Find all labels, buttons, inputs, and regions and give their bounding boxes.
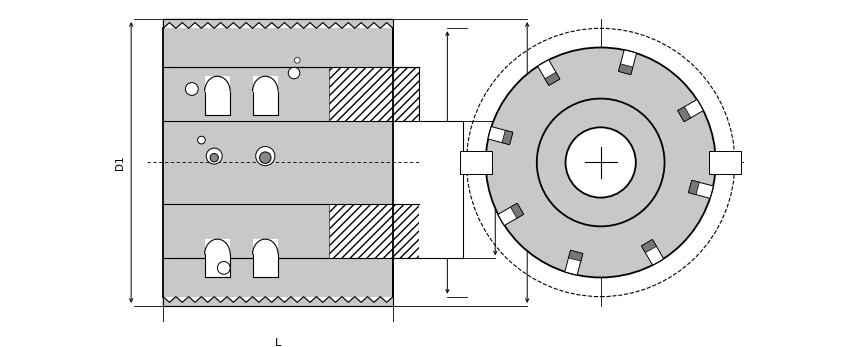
Polygon shape — [619, 64, 633, 75]
Polygon shape — [709, 151, 741, 174]
Polygon shape — [329, 204, 418, 258]
Text: D6: D6 — [425, 155, 434, 170]
Polygon shape — [688, 180, 713, 198]
Polygon shape — [329, 67, 418, 121]
Polygon shape — [619, 50, 637, 75]
Polygon shape — [205, 239, 230, 278]
Polygon shape — [511, 203, 524, 218]
Circle shape — [288, 67, 300, 79]
Polygon shape — [688, 180, 700, 195]
Circle shape — [485, 48, 716, 278]
Polygon shape — [538, 60, 560, 85]
Text: D: D — [502, 158, 510, 168]
Polygon shape — [163, 28, 393, 297]
Text: D6: D6 — [534, 158, 548, 168]
Circle shape — [294, 57, 300, 63]
Polygon shape — [460, 151, 492, 174]
Polygon shape — [569, 250, 583, 261]
Polygon shape — [564, 250, 583, 275]
Polygon shape — [252, 76, 278, 115]
Circle shape — [256, 146, 275, 166]
Polygon shape — [502, 130, 513, 145]
Circle shape — [197, 136, 205, 144]
Polygon shape — [677, 107, 691, 122]
Polygon shape — [418, 121, 463, 258]
Polygon shape — [252, 239, 278, 278]
Circle shape — [185, 83, 198, 95]
Polygon shape — [205, 76, 230, 115]
Circle shape — [218, 262, 230, 274]
Circle shape — [210, 153, 218, 162]
Text: L: L — [275, 338, 281, 347]
Circle shape — [537, 99, 665, 226]
Polygon shape — [163, 19, 393, 28]
Text: D1: D1 — [115, 155, 125, 170]
Circle shape — [259, 152, 271, 163]
Polygon shape — [642, 239, 664, 265]
Polygon shape — [545, 72, 560, 85]
Polygon shape — [498, 203, 524, 226]
Polygon shape — [163, 297, 393, 306]
Polygon shape — [642, 239, 656, 253]
Polygon shape — [677, 100, 704, 122]
Circle shape — [565, 127, 636, 197]
Circle shape — [207, 148, 222, 164]
Polygon shape — [488, 127, 513, 145]
